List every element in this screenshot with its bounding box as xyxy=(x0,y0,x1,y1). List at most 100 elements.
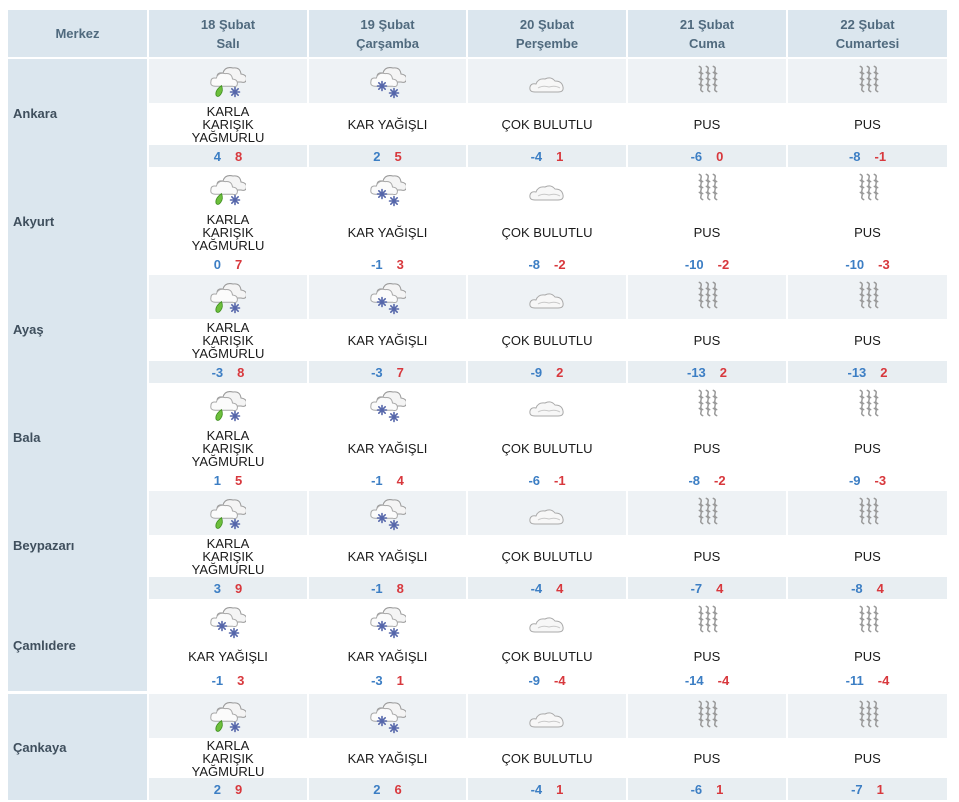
sleet-icon xyxy=(149,275,307,319)
snow-icon xyxy=(309,59,466,103)
weather-description-text: KAR YAĞIŞLI xyxy=(347,548,428,564)
low-temperature: -1 xyxy=(371,580,383,596)
cloud-icon xyxy=(468,491,626,535)
high-temperature: 8 xyxy=(396,580,404,596)
high-temperature: -1 xyxy=(874,148,887,164)
snow-icon xyxy=(309,275,466,319)
high-temperature: -3 xyxy=(878,256,890,272)
weather-icon-cell xyxy=(628,275,786,319)
weather-description-text: PUS xyxy=(854,548,881,564)
high-temperature: 8 xyxy=(237,364,245,380)
low-temperature: -7 xyxy=(851,781,863,797)
fog-icon xyxy=(628,491,786,535)
low-temperature: -6 xyxy=(528,472,540,488)
temperature-cell: -4 1 xyxy=(468,778,626,800)
weather-description-text: KARLA KARIŞIK YAĞMURLU xyxy=(191,211,265,253)
weather-description-text: PUS xyxy=(854,648,881,664)
weather-icon-cell xyxy=(468,491,626,535)
weather-description: ÇOK BULUTLU xyxy=(468,211,626,253)
low-temperature: -9 xyxy=(848,472,861,488)
weather-description: KAR YAĞIŞLI xyxy=(309,643,466,669)
day-header-3: 20 Şubat Perşembe xyxy=(468,10,626,57)
weather-description-text: ÇOK BULUTLU xyxy=(501,440,593,456)
temperature-cell: -3 1 xyxy=(309,669,466,691)
weather-description: KARLA KARIŞIK YAĞMURLU xyxy=(149,427,307,469)
weather-icon-cell xyxy=(149,275,307,319)
weather-description: ÇOK BULUTLU xyxy=(468,319,626,361)
weather-icon-cell xyxy=(309,694,466,738)
temperature-cell: -6 1 xyxy=(628,778,786,800)
weather-description: PUS xyxy=(628,211,786,253)
weather-description-text: KAR YAĞIŞLI xyxy=(347,648,428,664)
weather-description: KAR YAĞIŞLI xyxy=(309,103,466,145)
weather-icon-cell xyxy=(788,275,947,319)
weather-icon-cell xyxy=(628,167,786,211)
weather-description-text: PUS xyxy=(693,648,721,664)
header-merkez: Merkez xyxy=(8,10,147,57)
weather-description-text: KAR YAĞIŞLI xyxy=(347,750,428,766)
weather-icon-cell xyxy=(468,167,626,211)
weather-description: ÇOK BULUTLU xyxy=(468,535,626,577)
weather-description-text: PUS xyxy=(693,224,721,240)
low-temperature: 2 xyxy=(373,148,381,164)
weather-description-text: ÇOK BULUTLU xyxy=(501,224,593,240)
fog-icon xyxy=(788,599,947,643)
weather-description: KAR YAĞIŞLI xyxy=(309,319,466,361)
weather-description: ÇOK BULUTLU xyxy=(468,427,626,469)
weather-icon-cell xyxy=(628,694,786,738)
weather-icon-cell xyxy=(149,167,307,211)
high-temperature: 2 xyxy=(880,364,888,380)
high-temperature: 4 xyxy=(556,580,564,596)
snow-icon xyxy=(309,491,466,535)
weather-description-text: KARLA KARIŞIK YAĞMURLU xyxy=(191,737,265,779)
high-temperature: 9 xyxy=(235,781,243,797)
weather-description-text: PUS xyxy=(693,440,721,456)
weather-icon-cell xyxy=(149,599,307,643)
weather-description: PUS xyxy=(628,103,786,145)
low-temperature: -1 xyxy=(371,472,383,488)
fog-icon xyxy=(628,59,786,103)
weather-icon-cell xyxy=(788,167,947,211)
low-temperature: 2 xyxy=(213,781,221,797)
temperature-cell: -9 -4 xyxy=(468,669,626,691)
weather-icon-cell xyxy=(309,599,466,643)
weather-icon-cell xyxy=(309,167,466,211)
low-temperature: 2 xyxy=(373,781,381,797)
fog-icon xyxy=(788,275,947,319)
city-name: Bala xyxy=(8,383,147,491)
weather-description-text: KARLA KARIŞIK YAĞMURLU xyxy=(191,427,265,469)
day-date: 22 Şubat xyxy=(840,16,895,32)
low-temperature: -11 xyxy=(845,672,864,688)
day-date: 18 Şubat xyxy=(200,16,256,32)
day-header-4: 21 Şubat Cuma xyxy=(628,10,786,57)
weather-icon-cell xyxy=(309,383,466,427)
weather-icon-cell xyxy=(149,383,307,427)
temperature-cell: -9 -3 xyxy=(788,469,947,491)
high-temperature: 3 xyxy=(237,672,245,688)
weather-description-text: PUS xyxy=(854,116,881,132)
weather-description: KARLA KARIŞIK YAĞMURLU xyxy=(149,738,307,778)
day-header-2: 19 Şubat Çarşamba xyxy=(309,10,466,57)
weather-description-text: KAR YAĞIŞLI xyxy=(188,648,268,664)
low-temperature: 4 xyxy=(213,148,221,164)
weather-description-text: ÇOK BULUTLU xyxy=(501,116,593,132)
weather-description-text: PUS xyxy=(693,548,721,564)
high-temperature: 4 xyxy=(716,580,724,596)
weather-description-text: KARLA KARIŞIK YAĞMURLU xyxy=(191,535,265,577)
low-temperature: -14 xyxy=(684,672,704,688)
temperature-cell: -4 4 xyxy=(468,577,626,599)
temperature-cell: -10 -3 xyxy=(788,253,947,275)
weather-icon-cell xyxy=(149,694,307,738)
snow-icon xyxy=(309,383,466,427)
day-weekday: Cumartesi xyxy=(835,35,900,51)
temperature-cell: -14 -4 xyxy=(628,669,786,691)
low-temperature: -8 xyxy=(848,148,861,164)
weather-description: PUS xyxy=(788,211,947,253)
day-weekday: Cuma xyxy=(688,35,726,51)
weather-icon-cell xyxy=(149,491,307,535)
weather-description-text: KAR YAĞIŞLI xyxy=(347,332,428,348)
high-temperature: 5 xyxy=(235,472,243,488)
snow-icon xyxy=(309,599,466,643)
weather-description: PUS xyxy=(788,319,947,361)
